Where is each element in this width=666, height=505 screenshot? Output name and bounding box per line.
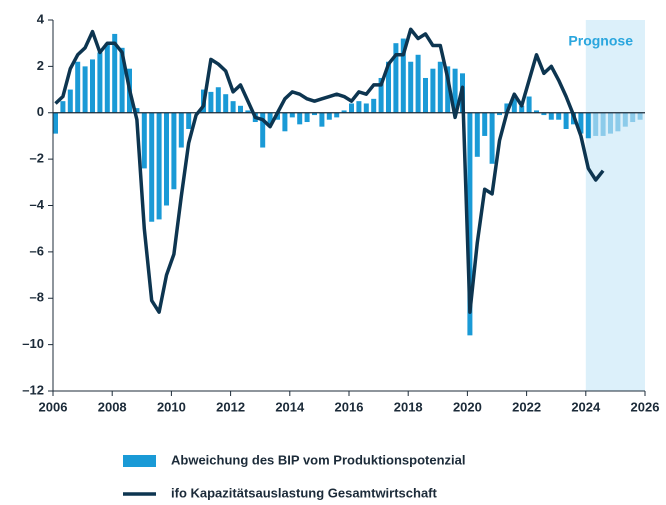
bar: [489, 112, 495, 164]
legend-swatch: [123, 455, 156, 467]
bar: [467, 112, 473, 336]
bar: [526, 96, 532, 113]
bar: [615, 112, 621, 132]
bar: [534, 110, 539, 113]
bar: [363, 103, 369, 113]
legend-label: Abweichung des BIP vom Produktionspotenz…: [171, 452, 465, 467]
bar: [474, 112, 480, 157]
bar: [215, 87, 221, 113]
legend-label: ifo Kapazitätsauslastung Gesamtwirtschaf…: [171, 485, 438, 500]
bar: [119, 47, 125, 113]
bar: [334, 112, 340, 118]
bar: [541, 112, 547, 116]
bar: [178, 112, 184, 148]
bar: [208, 91, 214, 113]
bar: [497, 112, 502, 116]
x-tick-label: 2014: [275, 399, 305, 414]
bar: [67, 89, 73, 113]
bar: [171, 112, 177, 190]
bar: [267, 112, 273, 125]
bar: [82, 66, 88, 113]
bar: [393, 43, 399, 113]
bar: [600, 112, 606, 136]
bar: [556, 112, 562, 120]
bar: [97, 52, 103, 113]
bar: [289, 112, 295, 118]
bar: [112, 33, 118, 113]
bar: [563, 112, 569, 129]
x-tick-label: 2010: [157, 399, 186, 414]
bar: [408, 61, 414, 113]
bar: [585, 112, 591, 139]
bar: [326, 112, 332, 120]
y-tick-label: 0: [37, 104, 44, 119]
bar: [304, 112, 310, 123]
bar: [75, 61, 81, 113]
x-tick-label: 2026: [631, 399, 660, 414]
bar: [134, 108, 140, 113]
x-tick-label: 2020: [453, 399, 482, 414]
bar: [356, 101, 362, 113]
bar: [423, 77, 428, 113]
bar: [578, 112, 584, 134]
bar: [608, 112, 613, 134]
bar: [445, 66, 451, 113]
bar: [378, 77, 384, 113]
bar: [164, 112, 169, 206]
bar: [386, 61, 391, 113]
bar: [415, 54, 421, 113]
x-tick-label: 2006: [39, 399, 68, 414]
forecast-area: [585, 20, 645, 391]
forecast-label: Prognose: [568, 33, 633, 49]
x-tick-label: 2018: [394, 399, 423, 414]
bar: [482, 112, 488, 136]
bar: [238, 105, 243, 113]
bar: [104, 43, 110, 113]
bar: [149, 112, 155, 222]
bar: [400, 38, 406, 113]
bar: [622, 112, 628, 127]
x-tick-label: 2024: [571, 399, 601, 414]
bar: [630, 112, 636, 123]
bar: [245, 110, 251, 113]
line: [54, 27, 605, 314]
bar: [60, 101, 66, 113]
bar: [341, 110, 347, 113]
bar: [371, 98, 377, 113]
x-tick-label: 2022: [512, 399, 541, 414]
y-tick-label: 4: [37, 11, 45, 26]
bar: [511, 98, 517, 113]
bar: [186, 112, 192, 129]
x-tick-label: 2012: [216, 399, 245, 414]
bar: [156, 112, 162, 220]
y-tick-label: –2: [30, 151, 44, 166]
bar: [90, 59, 95, 113]
bar: [230, 101, 236, 113]
bar: [53, 112, 58, 134]
y-tick-label: –8: [30, 290, 44, 305]
y-tick-label: –10: [22, 336, 44, 351]
bar: [349, 103, 354, 113]
y-tick-label: –12: [22, 382, 44, 397]
bar: [593, 112, 599, 136]
y-tick-label: –4: [30, 197, 45, 212]
bar: [319, 112, 325, 127]
x-tick-label: 2008: [98, 399, 127, 414]
bar: [437, 61, 443, 113]
bar: [519, 105, 525, 113]
bar: [260, 112, 266, 148]
bar: [141, 112, 147, 169]
bar: [452, 68, 458, 113]
bar: [637, 112, 643, 120]
y-tick-label: 2: [37, 58, 44, 73]
y-tick-label: –6: [30, 243, 44, 258]
bar: [223, 94, 229, 113]
x-tick-label: 2016: [335, 399, 364, 414]
bar: [312, 112, 317, 116]
bar: [297, 112, 303, 125]
bar: [430, 68, 436, 113]
bar: [548, 112, 554, 120]
bar: [282, 112, 288, 132]
